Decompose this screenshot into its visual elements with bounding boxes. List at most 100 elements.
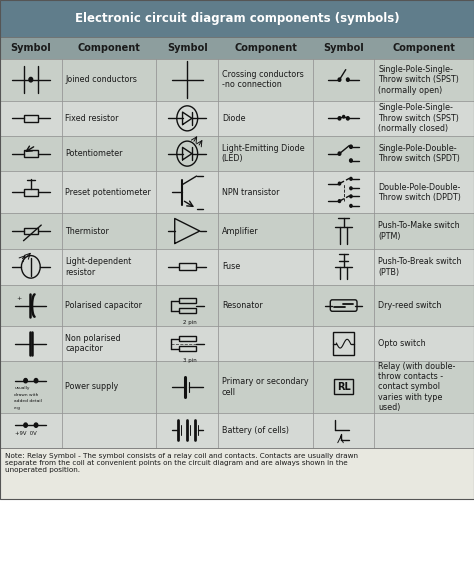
Bar <box>156 249 218 285</box>
Bar <box>0 413 62 448</box>
Bar <box>374 59 474 101</box>
Text: RL: RL <box>337 382 351 392</box>
Bar <box>24 189 38 196</box>
Circle shape <box>338 182 341 185</box>
Text: 3 pin: 3 pin <box>183 358 197 363</box>
Text: Fixed resistor: Fixed resistor <box>65 114 119 123</box>
Text: Component: Component <box>393 43 456 53</box>
Text: Note: Relay Symbol - The symbol consists of a relay coil and contacts. Contacts : Note: Relay Symbol - The symbol consists… <box>5 453 358 473</box>
Bar <box>313 413 374 448</box>
Circle shape <box>338 200 341 203</box>
Text: Preset potentiometer: Preset potentiometer <box>65 188 151 197</box>
Bar <box>334 380 353 394</box>
Bar <box>24 115 38 122</box>
Text: Single-Pole-Single-
Throw switch (SPST)
(normally open): Single-Pole-Single- Throw switch (SPST) … <box>378 65 459 94</box>
Bar <box>156 101 218 136</box>
Text: drawn with: drawn with <box>14 393 38 397</box>
Bar <box>0 171 62 213</box>
Text: Polarised capacitor: Polarised capacitor <box>65 301 142 310</box>
Bar <box>0 326 62 361</box>
Bar <box>0 285 62 326</box>
Bar <box>218 136 313 171</box>
Text: Electronic circuit diagram components (symbols): Electronic circuit diagram components (s… <box>75 12 399 25</box>
Text: Crossing conductors
-no connection: Crossing conductors -no connection <box>222 70 303 89</box>
Text: Light-Emitting Diode
(LED): Light-Emitting Diode (LED) <box>222 144 304 163</box>
Bar <box>0 136 62 171</box>
Text: Diode: Diode <box>222 114 246 123</box>
Bar <box>0 361 62 413</box>
Bar <box>313 285 374 326</box>
Bar <box>313 171 374 213</box>
Bar <box>179 308 196 314</box>
Bar <box>374 326 474 361</box>
Bar <box>218 361 313 413</box>
Text: Joined conductors: Joined conductors <box>65 75 137 84</box>
Text: Potentiometer: Potentiometer <box>65 149 123 158</box>
Text: Relay (with double-
throw contacts -
contact symbol
varies with type
used): Relay (with double- throw contacts - con… <box>378 362 456 412</box>
Bar <box>313 213 374 249</box>
Bar <box>374 249 474 285</box>
Text: Push-To-Break switch
(PTB): Push-To-Break switch (PTB) <box>378 257 462 277</box>
Bar <box>62 413 156 448</box>
Bar <box>218 59 313 101</box>
Bar <box>62 213 156 249</box>
Text: Double-Pole-Double-
Throw switch (DPDT): Double-Pole-Double- Throw switch (DPDT) <box>378 183 461 202</box>
Bar <box>62 136 156 171</box>
Bar <box>156 59 218 101</box>
Text: Dry-reed switch: Dry-reed switch <box>378 301 442 310</box>
Bar <box>156 213 218 249</box>
Text: Push-To-Make switch
(PTM): Push-To-Make switch (PTM) <box>378 221 460 241</box>
Text: Non polarised
capacitor: Non polarised capacitor <box>65 334 121 353</box>
Bar <box>0 213 62 249</box>
Bar <box>179 336 196 341</box>
Circle shape <box>29 77 33 82</box>
Bar <box>62 171 156 213</box>
Bar <box>0 101 62 136</box>
Bar <box>218 326 313 361</box>
Bar <box>62 59 156 101</box>
Circle shape <box>350 145 352 149</box>
Bar <box>156 285 218 326</box>
Bar <box>62 285 156 326</box>
Bar <box>374 213 474 249</box>
Text: Symbol: Symbol <box>10 43 51 53</box>
Bar <box>218 249 313 285</box>
Circle shape <box>350 204 352 207</box>
Text: Battery (of cells): Battery (of cells) <box>222 426 289 435</box>
Bar <box>156 136 218 171</box>
Bar <box>24 228 38 234</box>
Text: Primary or secondary
cell: Primary or secondary cell <box>222 377 309 397</box>
Bar <box>0 249 62 285</box>
Bar <box>218 413 313 448</box>
Bar <box>179 346 196 352</box>
Text: Power supply: Power supply <box>65 382 118 391</box>
Bar <box>374 136 474 171</box>
Text: Resonator: Resonator <box>222 301 263 310</box>
Bar <box>374 413 474 448</box>
Bar <box>179 263 196 270</box>
Bar <box>313 59 374 101</box>
Bar <box>374 171 474 213</box>
Text: Component: Component <box>78 43 140 53</box>
Bar <box>374 101 474 136</box>
Bar <box>62 361 156 413</box>
Bar <box>218 213 313 249</box>
Bar <box>218 285 313 326</box>
Circle shape <box>338 152 341 155</box>
Text: Symbol: Symbol <box>167 43 208 53</box>
Text: Thermistor: Thermistor <box>65 226 109 236</box>
Text: NPN transistor: NPN transistor <box>222 188 279 197</box>
Circle shape <box>350 187 352 189</box>
Circle shape <box>350 159 352 162</box>
Bar <box>62 249 156 285</box>
Bar <box>156 171 218 213</box>
Text: usually: usually <box>14 386 30 390</box>
Bar <box>313 326 374 361</box>
Text: Amplifier: Amplifier <box>222 226 258 236</box>
Text: Single-Pole-Double-
Throw switch (SPDT): Single-Pole-Double- Throw switch (SPDT) <box>378 144 460 163</box>
Circle shape <box>350 195 352 197</box>
Bar <box>313 136 374 171</box>
Text: Component: Component <box>234 43 297 53</box>
Bar <box>313 249 374 285</box>
Bar <box>156 326 218 361</box>
